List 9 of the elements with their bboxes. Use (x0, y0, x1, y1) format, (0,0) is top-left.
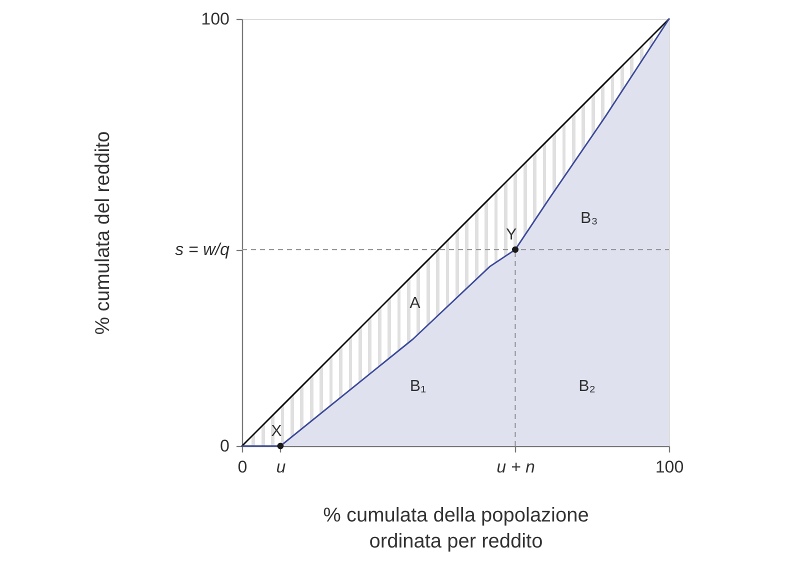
y-tick-label: 100 (201, 10, 230, 28)
x-tick-label: 0 (238, 458, 248, 476)
x-tick-label: u (276, 458, 286, 476)
y-tick-label: s = w/q (175, 240, 230, 260)
x-tick-label: 100 (655, 458, 684, 476)
y-axis-title: % cumulata del reddito (92, 131, 114, 335)
y-tick-label: 0 (220, 436, 230, 456)
x-axis-title: % cumulata della popolazione ordinata per reddito (323, 504, 589, 552)
x-tick-label: u + n (496, 458, 535, 476)
